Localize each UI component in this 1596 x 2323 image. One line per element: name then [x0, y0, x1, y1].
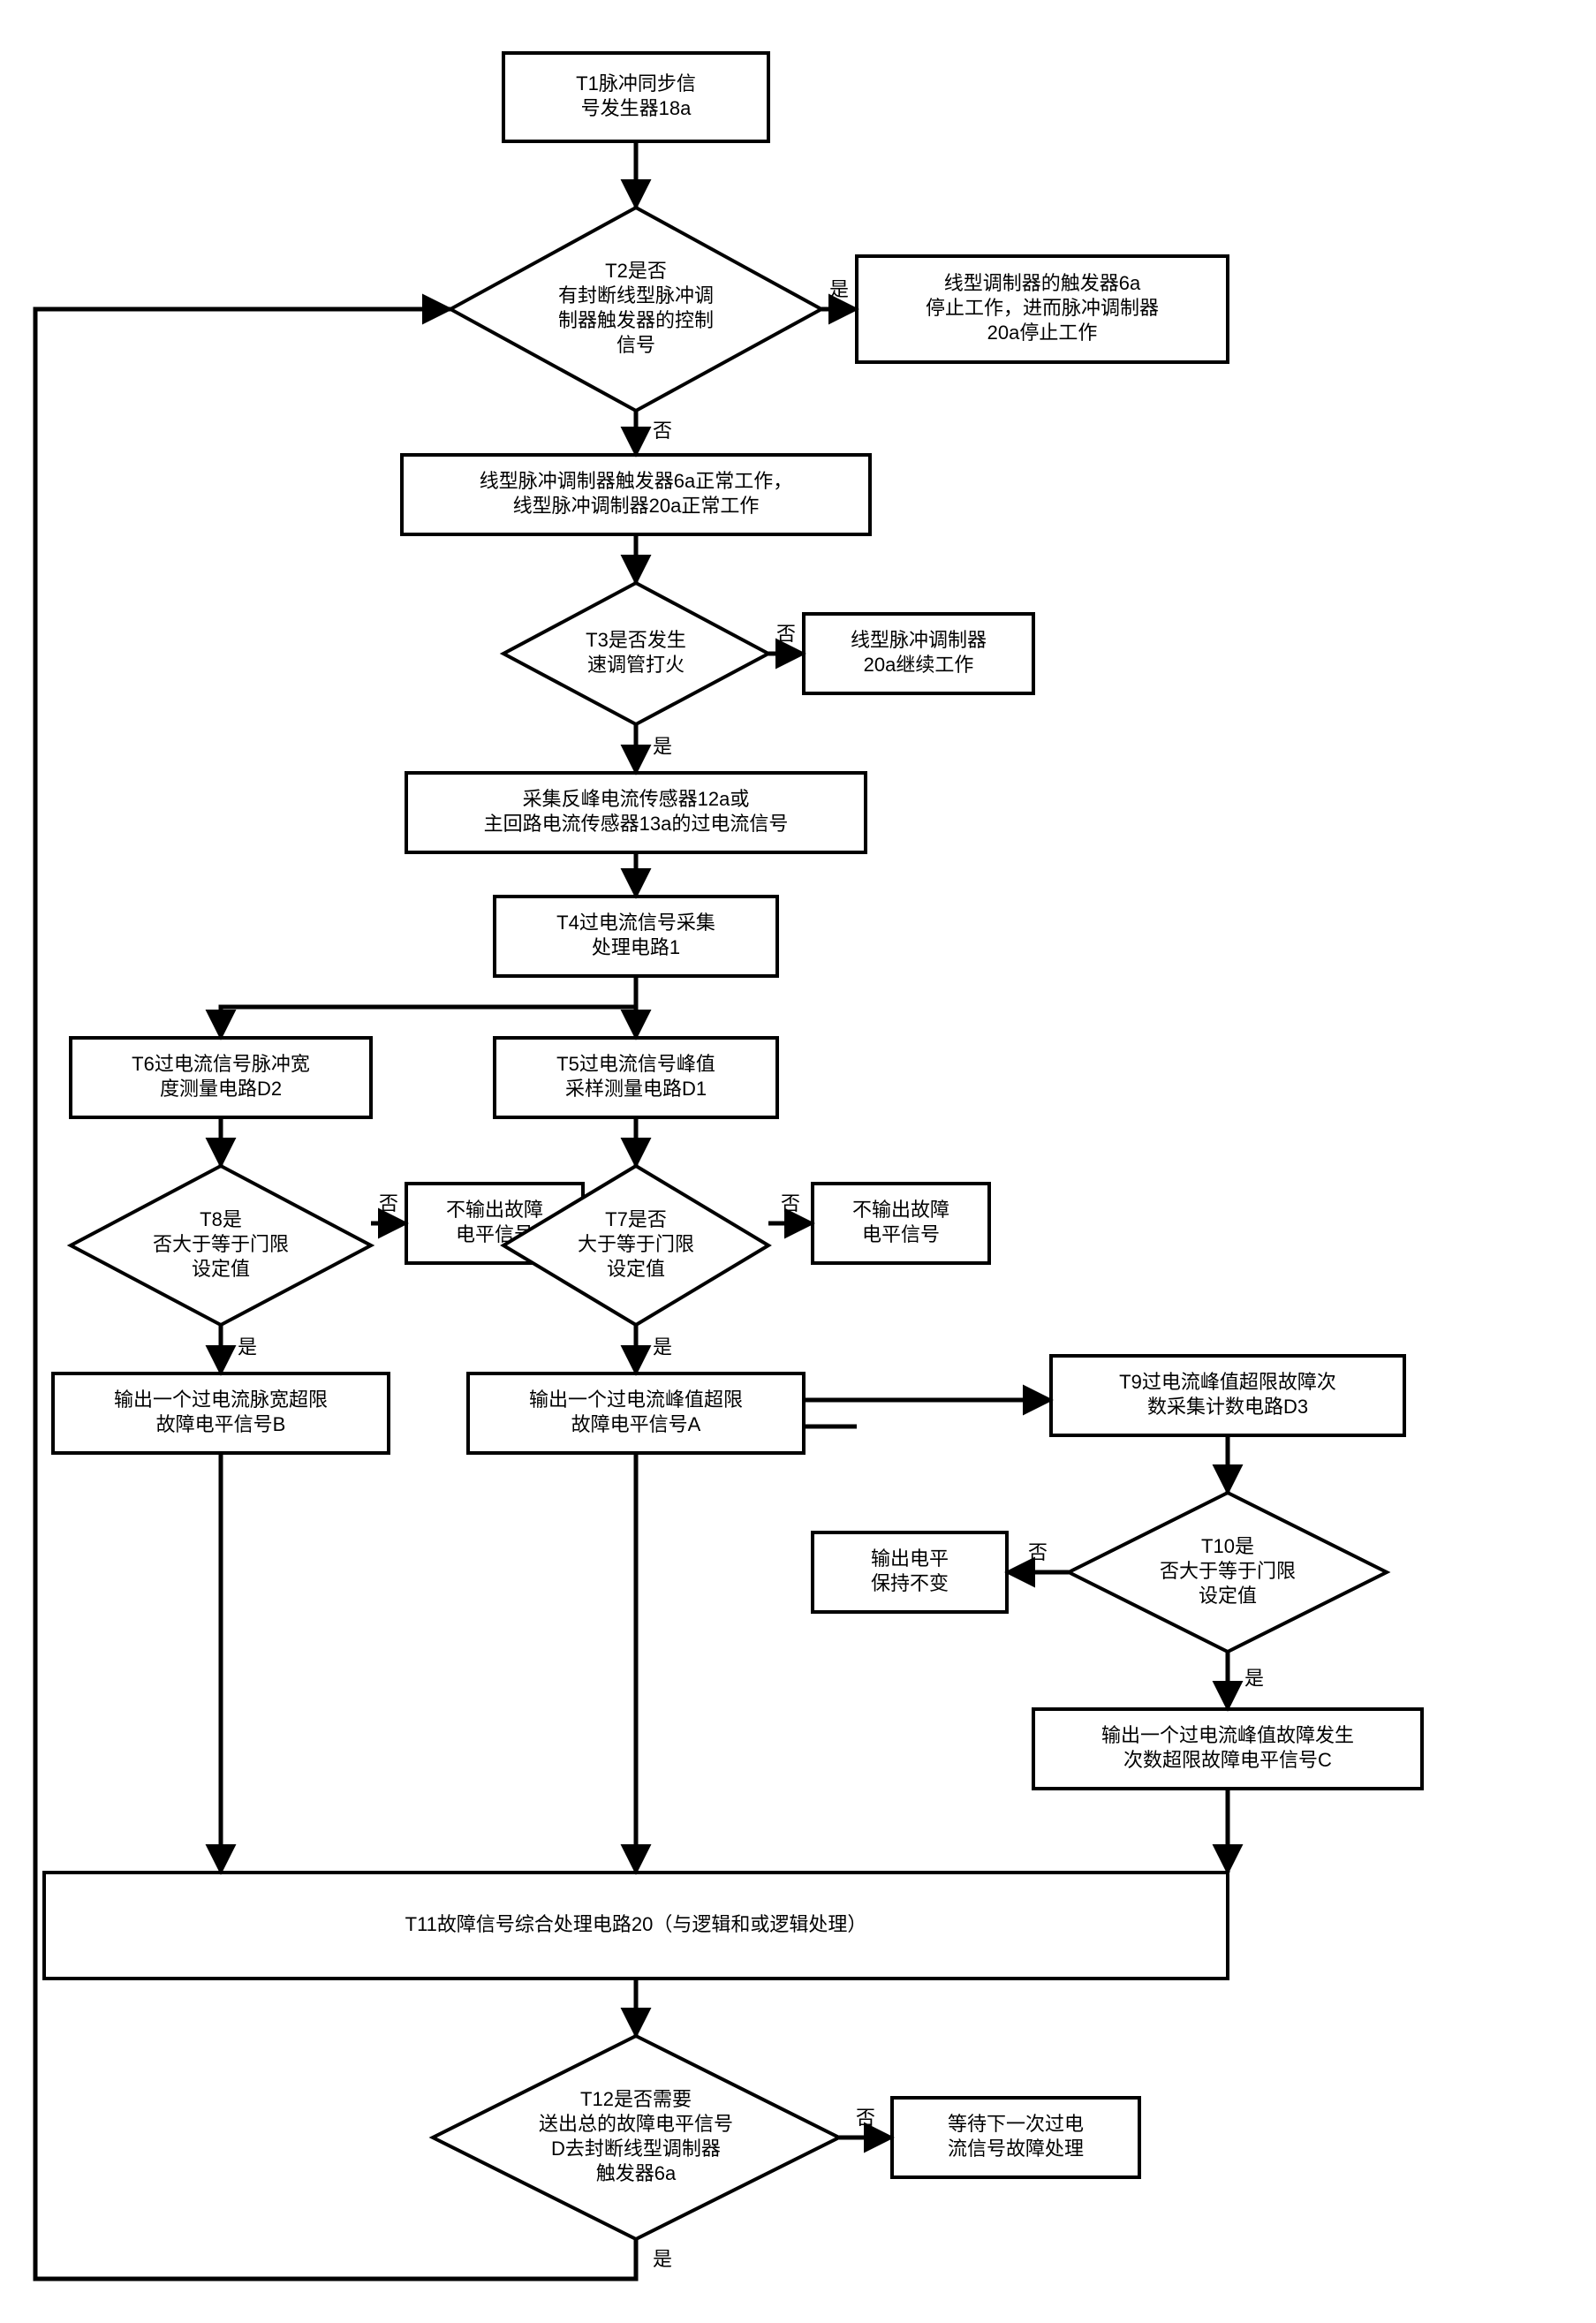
node-text: 故障电平信号A — [571, 1413, 701, 1435]
node-text: 送出总的故障电平信号 — [539, 2113, 733, 2135]
node-text: T12是否需要 — [580, 2088, 692, 2110]
node-text: 线型脉冲调制器20a正常工作 — [513, 495, 760, 517]
node-T7no: 不输出故障电平信号 — [813, 1184, 989, 1263]
node-text: 否大于等于门限 — [153, 1233, 289, 1255]
node-text: 否大于等于门限 — [1160, 1560, 1296, 1582]
node-T3no: 线型脉冲调制器 20a继续工作 — [804, 614, 1033, 693]
edge-label: 是 — [653, 736, 672, 758]
node-text: 信号 — [616, 334, 655, 356]
node-text: T4过电流信号采集 — [556, 912, 715, 934]
node-text: T6过电流信号脉冲宽 — [132, 1053, 310, 1075]
node-text: 输出电平 — [871, 1547, 949, 1570]
node-text: T9过电流峰值超限故障次 — [1119, 1371, 1336, 1393]
node-text: 主回路电流传感器13a的过电流信号 — [484, 813, 789, 835]
node-T10: T10是否大于等于门限设定值 — [1069, 1493, 1387, 1652]
node-text: 速调管打火 — [587, 654, 685, 676]
edge-label: 是 — [1244, 1668, 1264, 1690]
node-T8yes: 输出一个过电流脉宽超限故障电平信号B — [53, 1373, 389, 1453]
node-text: 设定值 — [1199, 1585, 1257, 1607]
node-T12no: 等待下一次过电流信号故障处理 — [892, 2098, 1139, 2177]
node-text: 输出一个过电流脉宽超限 — [114, 1389, 328, 1411]
node-T12: T12是否需要送出总的故障电平信号 D去封断线型调制器触发器6a — [433, 2036, 839, 2239]
node-T1: T1脉冲同步信号发生器18a — [503, 53, 768, 141]
node-text: 线型脉冲调制器触发器6a正常工作， — [480, 470, 792, 492]
node-T4: T4过电流信号采集处理电路1 — [495, 897, 777, 976]
edge — [221, 1007, 636, 1038]
node-text: T2是否 — [605, 260, 667, 282]
node-T2yes: 线型调制器的触发器6a 停止工作，进而脉冲调制器 20a停止工作 — [857, 256, 1228, 362]
edge-label: 否 — [856, 2107, 875, 2129]
node-T9: T9过电流峰值超限故障次数采集计数电路D3 — [1051, 1356, 1404, 1435]
node-text: T7是否 — [605, 1208, 667, 1230]
node-text: 20a继续工作 — [864, 654, 974, 676]
node-text: 电平信号 — [862, 1223, 940, 1245]
node-text: 流信号故障处理 — [948, 2138, 1084, 2160]
node-T10no: 输出电平保持不变 — [813, 1532, 1007, 1612]
node-text: 数采集计数电路D3 — [1147, 1396, 1308, 1418]
edge-label: 是 — [829, 278, 849, 300]
node-text: 度测量电路D2 — [160, 1078, 282, 1100]
node-text: T3是否发生 — [586, 629, 686, 651]
edge-label: 是 — [653, 2248, 672, 2270]
node-text: 设定值 — [192, 1258, 250, 1280]
node-text: T1脉冲同步信 — [576, 72, 696, 95]
node-T2no: 线型脉冲调制器触发器6a正常工作， 线型脉冲调制器20a正常工作 — [402, 455, 870, 534]
edge-label: 否 — [379, 1192, 398, 1214]
edge — [35, 309, 636, 2279]
edge-label: 否 — [1028, 1541, 1048, 1563]
node-text: D去封断线型调制器 — [551, 2138, 721, 2160]
node-text: 输出一个过电流峰值故障发生 — [1101, 1724, 1354, 1746]
edge-label: 否 — [653, 420, 672, 442]
node-text: 大于等于门限 — [578, 1233, 694, 1255]
node-T10yes: 输出一个过电流峰值故障发生次数超限故障电平信号C — [1033, 1709, 1422, 1789]
node-text: T8是 — [200, 1208, 242, 1230]
node-text: T11故障信号综合处理电路20（与逻辑和或逻辑处理） — [405, 1913, 867, 1935]
node-text: 等待下一次过电 — [948, 2113, 1084, 2135]
node-text: 保持不变 — [871, 1572, 949, 1594]
edge-label: 否 — [776, 623, 796, 645]
node-text: 不输出故障 — [852, 1199, 949, 1221]
node-text: 20a停止工作 — [987, 322, 1098, 344]
node-text: T5过电流信号峰值 — [556, 1053, 715, 1075]
node-text: 故障电平信号B — [156, 1413, 286, 1435]
node-text: 停止工作，进而脉冲调制器 — [926, 297, 1159, 319]
node-text: 触发器6a — [596, 2162, 677, 2184]
edge-label: 是 — [653, 1336, 672, 1358]
node-text: 线型脉冲调制器 — [851, 629, 987, 651]
node-T3yes: 采集反峰电流传感器12a或主回路电流传感器13a的过电流信号 — [406, 773, 866, 852]
node-text: 号发生器18a — [581, 97, 692, 119]
node-text: 次数超限故障电平信号C — [1123, 1749, 1332, 1771]
node-text: 设定值 — [607, 1258, 665, 1280]
node-T7yes: 输出一个过电流峰值超限故障电平信号A — [468, 1373, 804, 1453]
node-T3: T3是否发生速调管打火 — [503, 583, 768, 724]
node-text: 输出一个过电流峰值超限 — [529, 1389, 743, 1411]
node-T8: T8是否大于等于门限设定值 — [71, 1166, 371, 1325]
node-T5: T5过电流信号峰值采样测量电路D1 — [495, 1038, 777, 1117]
edge-label: 否 — [781, 1192, 800, 1214]
node-T2: T2是否有封断线型脉冲调制器触发器的控制信号 — [450, 208, 821, 411]
node-text: 不输出故障 — [446, 1199, 543, 1221]
node-text: 有封断线型脉冲调 — [558, 284, 714, 306]
node-text: 制器触发器的控制 — [558, 309, 714, 331]
node-text: 采样测量电路D1 — [565, 1078, 707, 1100]
node-text: 线型调制器的触发器6a — [944, 272, 1141, 294]
node-text: 采集反峰电流传感器12a或 — [523, 788, 750, 810]
edge-label: 是 — [238, 1336, 257, 1358]
node-T6: T6过电流信号脉冲宽度测量电路D2 — [71, 1038, 371, 1117]
node-text: T10是 — [1201, 1535, 1254, 1557]
node-T11: T11故障信号综合处理电路20（与逻辑和或逻辑处理） — [44, 1873, 1228, 1979]
node-text: 处理电路1 — [592, 936, 680, 958]
flowchart-canvas: T1脉冲同步信号发生器18aT2是否有封断线型脉冲调制器触发器的控制信号线型调制… — [18, 18, 1596, 2305]
